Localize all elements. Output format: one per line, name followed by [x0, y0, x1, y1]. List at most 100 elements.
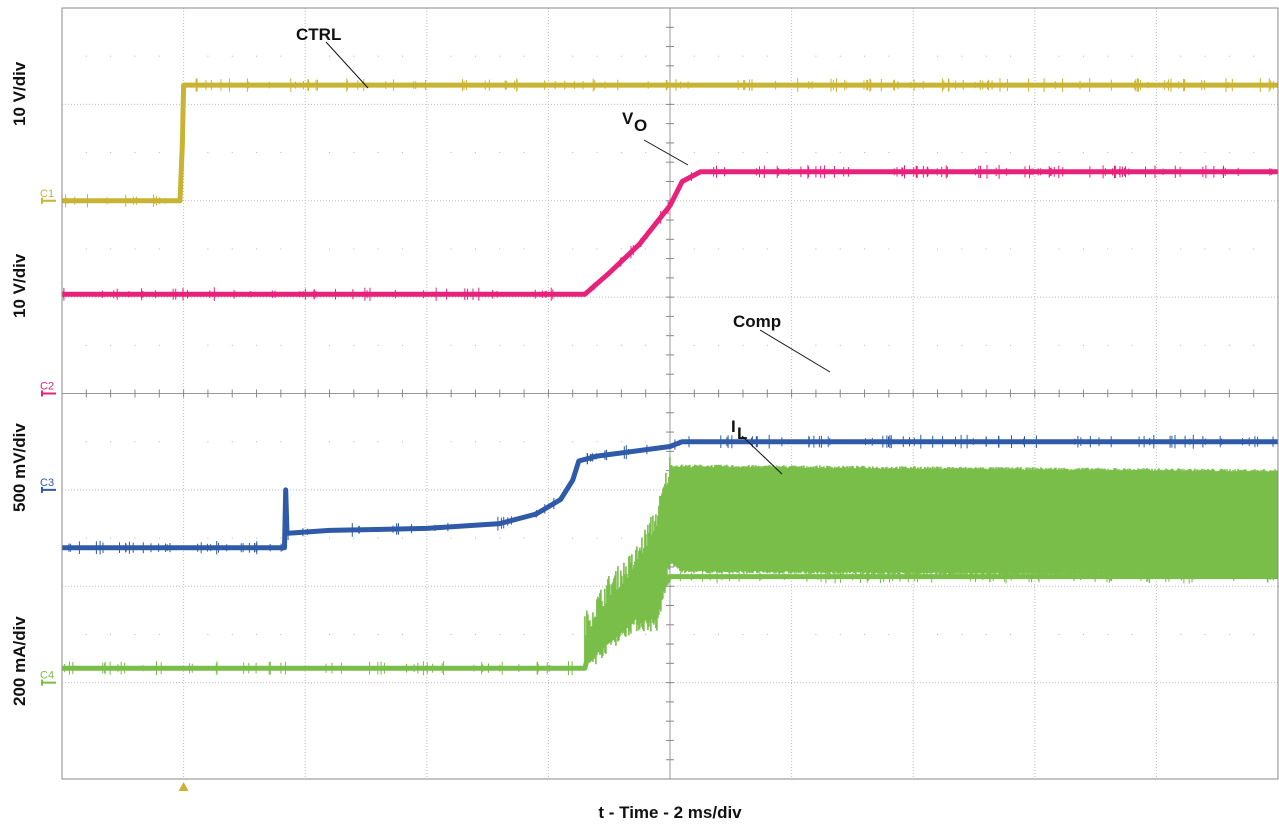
trace-noise-c2	[63, 165, 1273, 301]
grid-dot	[474, 537, 476, 539]
grid-dot	[134, 248, 136, 250]
grid-dot	[937, 633, 939, 635]
c1-scale-label: 10 V/div	[10, 61, 29, 126]
grid-dot	[1180, 55, 1182, 57]
grid-dot	[766, 248, 768, 250]
comp-trace-label: Comp	[733, 312, 781, 331]
grid-dot	[1131, 248, 1133, 250]
grid-dot	[231, 248, 233, 250]
grid-dot	[1058, 344, 1060, 346]
grid-dot	[1228, 55, 1230, 57]
grid-dot	[742, 152, 744, 154]
grid-dot	[329, 537, 331, 539]
grid-dot	[572, 537, 574, 539]
grid-dot	[450, 441, 452, 443]
grid-dot	[961, 633, 963, 635]
grid-dot	[1058, 55, 1060, 57]
grid-dot	[329, 55, 331, 57]
vo-trace-label-subscript: O	[634, 116, 647, 135]
grid-dot	[693, 248, 695, 250]
grid-dot	[523, 633, 525, 635]
grid-dot	[596, 152, 598, 154]
grid-dot	[766, 633, 768, 635]
grid-dot	[134, 441, 136, 443]
grid-dot	[1082, 633, 1084, 635]
grid-dot	[1009, 152, 1011, 154]
channel-scale-labels: 10 V/div 10 V/div 500 mV/div 200 mA/div	[10, 61, 29, 706]
grid-dot	[329, 344, 331, 346]
grid-dot	[353, 248, 355, 250]
grid-dot	[499, 441, 501, 443]
grid-dot	[596, 248, 598, 250]
grid-dot	[1082, 152, 1084, 154]
grid-dot	[474, 248, 476, 250]
grid-dot	[499, 152, 501, 154]
grid-dot	[134, 633, 136, 635]
grid-dot	[864, 248, 866, 250]
grid-dot	[839, 55, 841, 57]
grid-dot	[401, 633, 403, 635]
il-trace-label: I	[731, 417, 736, 436]
grid-dot	[1107, 344, 1109, 346]
grid-dot	[1180, 248, 1182, 250]
vo-trace-label: V	[622, 109, 634, 128]
grid-dot	[329, 441, 331, 443]
grid-dot	[1253, 344, 1255, 346]
grid-dot	[158, 248, 160, 250]
grid-dot	[815, 633, 817, 635]
grid-dot	[985, 152, 987, 154]
vo-leader-line	[643, 139, 689, 166]
grid-dot	[110, 537, 112, 539]
grid-dot	[620, 55, 622, 57]
grid-dot	[256, 55, 258, 57]
grid-dot	[961, 152, 963, 154]
grid-dot	[85, 441, 87, 443]
grid-dot	[231, 633, 233, 635]
grid-dot	[961, 55, 963, 57]
traces	[62, 78, 1278, 676]
grid-dot	[888, 344, 890, 346]
grid-dot	[1107, 152, 1109, 154]
grid-dot	[474, 441, 476, 443]
grid-dot	[231, 344, 233, 346]
grid-dot	[280, 248, 282, 250]
grid-dot	[985, 55, 987, 57]
grid-dot	[353, 537, 355, 539]
grid-dot	[1204, 152, 1206, 154]
grid-dot	[645, 248, 647, 250]
grid-dot	[766, 55, 768, 57]
grid-dot	[1180, 633, 1182, 635]
grid-dot	[596, 537, 598, 539]
c3-scale-label: 500 mV/div	[10, 423, 29, 512]
grid-dot	[766, 344, 768, 346]
grid-dot	[572, 152, 574, 154]
grid-dot	[620, 248, 622, 250]
grid-dot	[450, 248, 452, 250]
grid-dot	[645, 633, 647, 635]
grid-dot	[742, 344, 744, 346]
comp-leader-line	[759, 329, 831, 373]
grid-dot	[280, 344, 282, 346]
grid-dot	[1058, 633, 1060, 635]
grid-dot	[1009, 55, 1011, 57]
grid-dot	[937, 152, 939, 154]
grid-dot	[158, 152, 160, 154]
trace-noise-c4	[64, 569, 1274, 676]
channel-tag-c3: C3	[40, 477, 54, 489]
grid-dot	[134, 55, 136, 57]
grid-dot	[718, 633, 720, 635]
grid-dot	[85, 344, 87, 346]
grid-dot	[134, 344, 136, 346]
grid-dot	[815, 152, 817, 154]
grid-dot	[985, 248, 987, 250]
grid-dot	[1228, 344, 1230, 346]
grid-dot	[718, 248, 720, 250]
trace-c4	[62, 574, 1278, 671]
grid-dot	[1107, 55, 1109, 57]
grid-dot	[110, 152, 112, 154]
grid-dot	[353, 55, 355, 57]
grid-dot	[693, 344, 695, 346]
grid-dot	[888, 248, 890, 250]
grid-dot	[645, 55, 647, 57]
